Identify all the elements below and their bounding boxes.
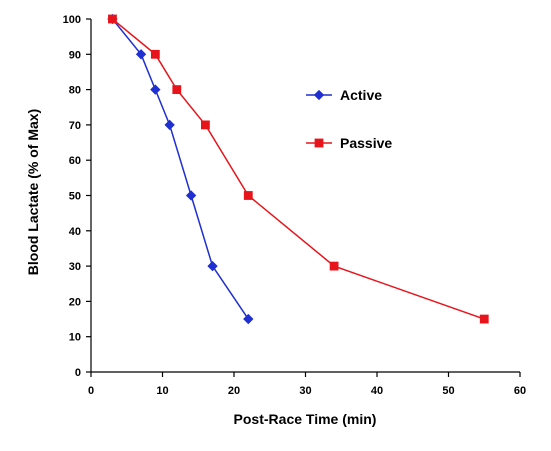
x-tick-label: 50 (442, 385, 454, 397)
series-active-line (111, 18, 249, 320)
y-tick-label: 70 (69, 120, 81, 132)
series-passive-point (329, 261, 339, 271)
legend-passive-marker (314, 138, 324, 148)
legend-item-passive: Passive (306, 135, 392, 151)
series-active-point (164, 119, 175, 131)
series-passive-point (108, 14, 117, 24)
y-tick-label: 100 (63, 14, 81, 26)
legend: Active Passive (306, 87, 392, 151)
y-tick-label: 60 (69, 155, 81, 167)
series-active-point (185, 190, 197, 201)
y-tick-label: 30 (69, 261, 81, 273)
series-passive-point (150, 49, 160, 59)
series-active-point (243, 313, 254, 325)
series-passive-point (479, 314, 489, 324)
series-passive (108, 14, 489, 324)
series-active-point (207, 260, 218, 272)
legend-item-active: Active (306, 87, 382, 103)
y-tick-label: 10 (69, 332, 81, 344)
y-tick-label: 80 (69, 85, 81, 97)
series-passive-line (111, 18, 485, 320)
y-tick-label: 90 (69, 49, 81, 61)
x-tick-label: 20 (228, 385, 240, 397)
x-tick-label: 40 (371, 385, 383, 397)
series-passive-point (243, 191, 253, 200)
legend-active-marker (313, 89, 325, 101)
y-axis-title: Blood Lactate (% of Max) (25, 109, 41, 275)
x-tick-label: 30 (299, 385, 311, 397)
series-active-point (150, 84, 161, 95)
y-tick-label: 50 (69, 191, 81, 203)
x-tick-label: 60 (514, 385, 526, 397)
x-tick-label: 10 (156, 385, 168, 397)
series-active-point (135, 49, 147, 60)
y-tick-label: 0 (75, 367, 81, 379)
legend-passive-label: Passive (340, 135, 392, 151)
x-tick-label: 0 (88, 385, 94, 397)
axes: 0 10 20 30 40 50 60 70 80 90 100 0 10 20 30 40 50 60 (63, 14, 526, 397)
series-active (107, 13, 254, 325)
y-tick-label: 20 (69, 296, 81, 308)
series-passive-point (200, 120, 210, 130)
series-layer (107, 13, 489, 325)
x-axis-title: Post-Race Time (min) (234, 411, 377, 427)
series-passive-point (172, 85, 182, 94)
legend-active-label: Active (340, 87, 382, 103)
y-tick-label: 40 (69, 226, 81, 238)
